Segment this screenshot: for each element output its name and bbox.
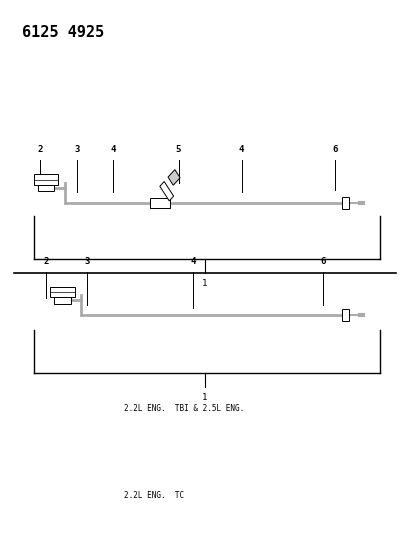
Bar	[341, 310, 348, 321]
Polygon shape	[160, 182, 173, 201]
Text: 6: 6	[332, 146, 337, 155]
Text: 2: 2	[43, 257, 49, 265]
Bar	[54, 297, 70, 304]
Text: 1: 1	[202, 393, 207, 402]
Bar	[50, 287, 74, 297]
Bar	[34, 174, 58, 185]
Text: 4: 4	[238, 146, 244, 155]
Text: 3: 3	[74, 146, 79, 155]
Text: 1: 1	[202, 279, 207, 288]
Text: 2.2L ENG.  TBI & 2.5L ENG.: 2.2L ENG. TBI & 2.5L ENG.	[123, 404, 243, 413]
Text: 4: 4	[190, 257, 195, 265]
Text: 5: 5	[175, 146, 181, 155]
Bar	[38, 185, 54, 191]
Text: 2: 2	[37, 146, 43, 155]
Bar	[341, 197, 348, 209]
Text: 4: 4	[110, 146, 116, 155]
Text: 6125 4925: 6125 4925	[22, 25, 103, 41]
Text: 3: 3	[84, 257, 90, 265]
Polygon shape	[168, 169, 180, 185]
Text: 6: 6	[319, 257, 325, 265]
Text: 2.2L ENG.  TC: 2.2L ENG. TC	[123, 491, 183, 500]
Bar	[150, 198, 170, 208]
